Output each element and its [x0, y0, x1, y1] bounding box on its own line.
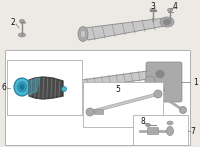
- Text: 6: 6: [2, 82, 6, 91]
- Ellipse shape: [80, 30, 86, 38]
- FancyBboxPatch shape: [5, 50, 190, 145]
- Text: 4: 4: [173, 1, 177, 10]
- Text: 5: 5: [116, 85, 120, 93]
- Ellipse shape: [20, 85, 24, 90]
- Polygon shape: [38, 71, 148, 94]
- Ellipse shape: [166, 127, 174, 136]
- Ellipse shape: [167, 121, 173, 125]
- Ellipse shape: [154, 90, 162, 98]
- FancyBboxPatch shape: [146, 62, 182, 102]
- Ellipse shape: [156, 86, 164, 93]
- FancyBboxPatch shape: [83, 82, 163, 127]
- FancyBboxPatch shape: [133, 115, 188, 145]
- Ellipse shape: [163, 19, 171, 25]
- FancyBboxPatch shape: [148, 127, 158, 135]
- Text: 8: 8: [141, 117, 145, 126]
- Ellipse shape: [86, 108, 94, 116]
- Ellipse shape: [150, 9, 156, 11]
- Ellipse shape: [168, 9, 172, 11]
- Ellipse shape: [14, 78, 30, 96]
- Ellipse shape: [160, 17, 174, 27]
- Ellipse shape: [18, 82, 26, 92]
- Ellipse shape: [146, 123, 151, 127]
- Ellipse shape: [18, 33, 26, 37]
- Ellipse shape: [62, 86, 66, 91]
- FancyBboxPatch shape: [95, 110, 104, 115]
- Polygon shape: [85, 18, 170, 40]
- Polygon shape: [29, 77, 63, 99]
- Text: 2: 2: [11, 17, 15, 26]
- Ellipse shape: [35, 86, 41, 94]
- Text: 1: 1: [194, 77, 198, 86]
- Ellipse shape: [33, 83, 43, 96]
- Text: 3: 3: [151, 1, 155, 10]
- Ellipse shape: [20, 20, 24, 22]
- Polygon shape: [29, 78, 39, 95]
- Ellipse shape: [145, 76, 155, 86]
- Ellipse shape: [78, 26, 88, 41]
- Text: 7: 7: [191, 127, 195, 136]
- Ellipse shape: [180, 106, 186, 113]
- FancyBboxPatch shape: [7, 60, 82, 115]
- Ellipse shape: [156, 71, 164, 77]
